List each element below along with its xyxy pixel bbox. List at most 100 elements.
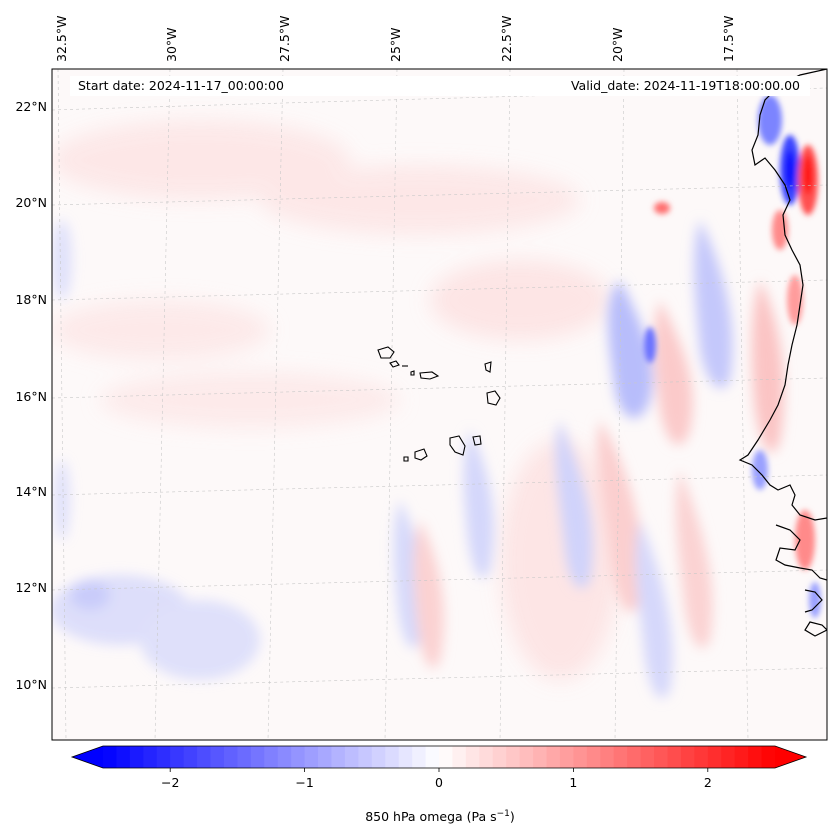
valid-date-text: Valid_date: 2024-11-19T18:00:00.00 [571, 78, 800, 93]
colorbar-cell [250, 746, 265, 768]
field-blob-pos [52, 120, 350, 200]
colorbar-cell [559, 746, 574, 768]
colorbar-extend-right [775, 746, 806, 768]
longitude-label: 20°W [610, 27, 625, 62]
field-blob-neg [54, 460, 70, 540]
field-band-neg [463, 430, 494, 579]
colorbar-cell [358, 746, 373, 768]
island-outline [403, 456, 409, 462]
longitude-label: 32.5°W [54, 16, 69, 62]
field-band-pos [654, 300, 693, 445]
field-band-pos [413, 520, 444, 669]
colorbar-cell [680, 746, 695, 768]
meridian-line [154, 69, 171, 740]
longitude-labels: 32.5°W 30°W 27.5°W 25°W 22.5°W 20°W 17.5… [54, 16, 736, 62]
colorbar-cell [600, 746, 615, 768]
colorbar-cell [721, 746, 736, 768]
latitude-labels: 22°N 20°N 18°N 16°N 14°N 12°N 10°N [15, 99, 47, 692]
longitude-label: 27.5°W [277, 16, 292, 62]
colorbar-cell [748, 746, 763, 768]
colorbar-cell [237, 746, 252, 768]
coastlines [738, 69, 827, 637]
colorbar-outline [70, 745, 808, 769]
field-blob-neg [140, 600, 260, 680]
gridlines [52, 69, 827, 740]
parallel-line [52, 279, 827, 301]
colorbar-cell [318, 746, 332, 768]
colorbar-cell [573, 746, 588, 768]
colorbar-cell [344, 746, 359, 768]
latitude-label: 10°N [15, 677, 47, 692]
latitude-label: 22°N [15, 99, 47, 114]
longitude-label: 30°W [164, 27, 179, 62]
island-outline [484, 361, 492, 373]
field-core-ascent [644, 327, 656, 363]
africa-coastline [775, 524, 827, 581]
colorbar-cell [156, 746, 171, 768]
longitude-label: 17.5°W [721, 16, 736, 62]
field-band-neg [635, 520, 673, 699]
field-core-descent [772, 210, 788, 250]
map-frame [51, 68, 828, 741]
colorbar-tick-label: 0 [435, 775, 443, 790]
colorbar-cell [170, 746, 185, 768]
start-date-text: Start date: 2024-11-17_00:00:00 [78, 78, 284, 93]
colorbar-label-exponent: −1 [497, 809, 510, 819]
longitude-label: 25°W [388, 27, 403, 62]
colorbar-cell [640, 746, 655, 768]
colorbar-extend-left [72, 746, 103, 768]
meridian-line [614, 69, 625, 740]
colorbar-cell [129, 746, 144, 768]
longitude-label: 22.5°W [499, 16, 514, 62]
field-blob-pos [500, 440, 620, 680]
island-outline [389, 360, 400, 368]
colorbar-cell [291, 746, 306, 768]
colorbar-cell [183, 746, 198, 768]
colorbar-tick-label: 2 [704, 775, 712, 790]
africa-coastline [738, 69, 827, 521]
field-core-ascent [785, 150, 795, 190]
colorbar-cell [412, 746, 427, 768]
colorbar-cell [439, 746, 453, 768]
latitude-label: 20°N [15, 195, 47, 210]
parallel-line [52, 667, 827, 689]
meridian-line [499, 69, 511, 740]
field-blob-pos [100, 372, 400, 428]
colorbar-cell [116, 746, 131, 768]
field-blob-pos [430, 260, 610, 340]
colorbar-tick-label: 1 [569, 775, 577, 790]
colorbar-cell [143, 746, 158, 768]
colorbar: −2 −1 0 1 2 850 hPa omega (Pa s−1) [70, 745, 808, 824]
island-outline [419, 371, 440, 380]
island-outline [472, 435, 482, 446]
colorbar-cell [734, 746, 749, 768]
colorbar-cell [613, 746, 628, 768]
colorbar-cell [223, 746, 238, 768]
colorbar-cell [761, 746, 776, 768]
colorbar-tick-label: −1 [295, 775, 313, 790]
parallel-line [52, 569, 827, 591]
colorbar-cell [371, 746, 386, 768]
colorbar-cell [707, 746, 722, 768]
header-band [70, 76, 810, 96]
field-band-pos [596, 420, 643, 613]
colorbar-cell [546, 746, 561, 768]
colorbar-cell [331, 746, 346, 768]
colorbar-cell [264, 746, 279, 768]
colorbar-cell [103, 746, 117, 768]
parallel-line [52, 377, 827, 399]
island-outline [414, 448, 428, 461]
field-blob-pos [260, 165, 580, 235]
colorbar-cell [533, 746, 548, 768]
omega-field [52, 95, 821, 699]
colorbar-tick-label: −2 [161, 775, 179, 790]
field-band-neg [694, 220, 733, 389]
colorbar-cells [103, 746, 776, 768]
latitude-label: 18°N [15, 292, 47, 307]
meridian-line [57, 69, 67, 740]
colorbar-cell [385, 746, 400, 768]
colorbar-cell [627, 746, 642, 768]
colorbar-cell [654, 746, 668, 768]
